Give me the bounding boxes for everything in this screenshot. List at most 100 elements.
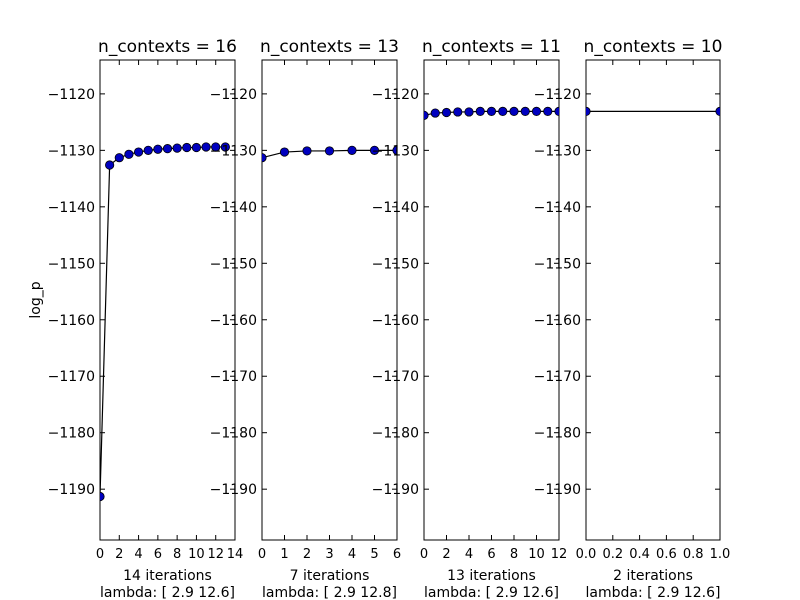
data-point: [369, 145, 380, 155]
x-tick-label: 0: [96, 547, 104, 562]
x-tick-label: 5: [370, 547, 378, 562]
x-axis-label: 2 iterations: [613, 568, 693, 584]
data-point: [424, 110, 429, 120]
x-tick-label: 8: [510, 547, 518, 562]
y-tick-label: −1190: [210, 482, 257, 498]
data-point: [133, 147, 144, 157]
y-tick-label: −1140: [48, 200, 95, 216]
series-group: [586, 106, 720, 116]
panel-title: n_contexts = 16: [98, 37, 237, 57]
y-tick-label: −1170: [372, 369, 419, 385]
subplot-3: n_contexts = 11 −1190 −1180 −1170 −1160 −1150…: [372, 37, 568, 600]
x-tick-label: 2: [442, 547, 450, 562]
y-tick-label: −1120: [210, 87, 257, 103]
data-point: [100, 491, 105, 502]
data-point: [509, 106, 519, 116]
lambda-label: lambda: [ 2.9 12.6]: [586, 585, 721, 600]
data-point: [486, 106, 497, 116]
y-tick-label: −1170: [534, 369, 581, 385]
y-tick-label: −1160: [372, 313, 419, 329]
x-axis-label: 13 iterations: [447, 568, 536, 584]
x-tick-label: 10: [188, 547, 205, 562]
x-tick-label: 8: [173, 547, 181, 562]
data-point: [531, 106, 542, 116]
data-point: [302, 146, 312, 156]
y-tick-label: −1180: [372, 426, 419, 442]
lambda-label: lambda: [ 2.9 12.6]: [424, 585, 559, 600]
lambda-label: lambda: [ 2.9 12.8]: [262, 585, 397, 600]
data-point: [347, 145, 357, 155]
y-tick-label: −1170: [48, 369, 95, 385]
y-tick-label: −1150: [210, 256, 257, 272]
data-point: [124, 149, 134, 159]
data-point: [105, 160, 115, 170]
data-point: [153, 144, 163, 154]
y-tick-label: −1150: [534, 256, 581, 272]
panel-title: n_contexts = 11: [422, 37, 561, 57]
y-tick-label: −1190: [372, 482, 419, 498]
data-point: [392, 145, 397, 155]
y-tick-label: −1170: [210, 369, 257, 385]
panel-title: n_contexts = 13: [260, 37, 399, 57]
x-tick-label: 0.4: [629, 547, 650, 562]
x-tick-label: 1: [280, 547, 288, 562]
data-point: [554, 106, 559, 116]
data-point: [520, 106, 530, 116]
data-point: [201, 142, 211, 152]
subplot-4: n_contexts = 10 −1190 −1180 −1170 −1160 −1150…: [534, 37, 731, 600]
x-tick-label: 14: [227, 547, 244, 562]
y-tick-label: −1140: [534, 200, 581, 216]
x-tick-label: 0: [420, 547, 428, 562]
series-group: [424, 106, 559, 120]
data-point: [441, 107, 452, 118]
axes-frame: [585, 59, 721, 541]
x-tick-label: 6: [154, 547, 162, 562]
y-tick-label: −1160: [210, 313, 257, 329]
x-tick-label: 1.0: [710, 547, 731, 562]
subplot-1: n_contexts = 16 −1190 −1180 −1170 −1160 −1150…: [48, 37, 244, 600]
y-tick-label: −1140: [210, 200, 257, 216]
data-point: [262, 153, 267, 163]
data-point: [220, 142, 230, 152]
x-tick-label: 12: [551, 547, 568, 562]
data-point: [211, 142, 221, 152]
y-tick-label: −1130: [534, 143, 581, 159]
subplot-2: n_contexts = 13 −1190 −1180 −1170 −1160 −1150…: [210, 37, 402, 600]
y-tick-label: −1120: [372, 87, 419, 103]
y-tick-label: −1140: [372, 200, 419, 216]
data-point: [498, 106, 508, 116]
data-point: [430, 108, 440, 118]
x-tick-label: 12: [207, 547, 224, 562]
x-tick-label: 0.2: [602, 547, 623, 562]
axes-frame: [99, 59, 236, 541]
data-point: [715, 106, 720, 116]
x-tick-label: 2: [115, 547, 123, 562]
x-tick-label: 0.0: [576, 547, 597, 562]
lambda-label: lambda: [ 2.9 12.6]: [100, 585, 235, 600]
x-tick-label: 2: [303, 547, 311, 562]
y-tick-label: −1130: [210, 143, 257, 159]
y-tick-label: −1190: [48, 482, 95, 498]
y-tick-label: −1120: [48, 87, 95, 103]
data-point: [143, 145, 153, 155]
x-tick-label: 0: [258, 547, 266, 562]
x-axis-label: 14 iterations: [123, 568, 212, 584]
y-tick-label: −1180: [48, 426, 95, 442]
x-axis-label: 7 iterations: [290, 568, 370, 584]
data-point: [453, 107, 463, 117]
x-tick-label: 0.8: [683, 547, 704, 562]
y-tick-label: −1130: [372, 143, 419, 159]
data-point: [191, 142, 202, 153]
y-tick-label: −1190: [534, 482, 581, 498]
data-point: [543, 106, 553, 116]
y-tick-label: −1160: [534, 313, 581, 329]
y-tick-label: −1160: [48, 313, 95, 329]
y-axis-label: log_p: [28, 281, 44, 318]
x-tick-label: 3: [325, 547, 333, 562]
x-tick-label: 0.6: [656, 547, 677, 562]
data-point: [114, 153, 124, 163]
data-point: [464, 107, 474, 117]
data-point: [162, 144, 173, 154]
